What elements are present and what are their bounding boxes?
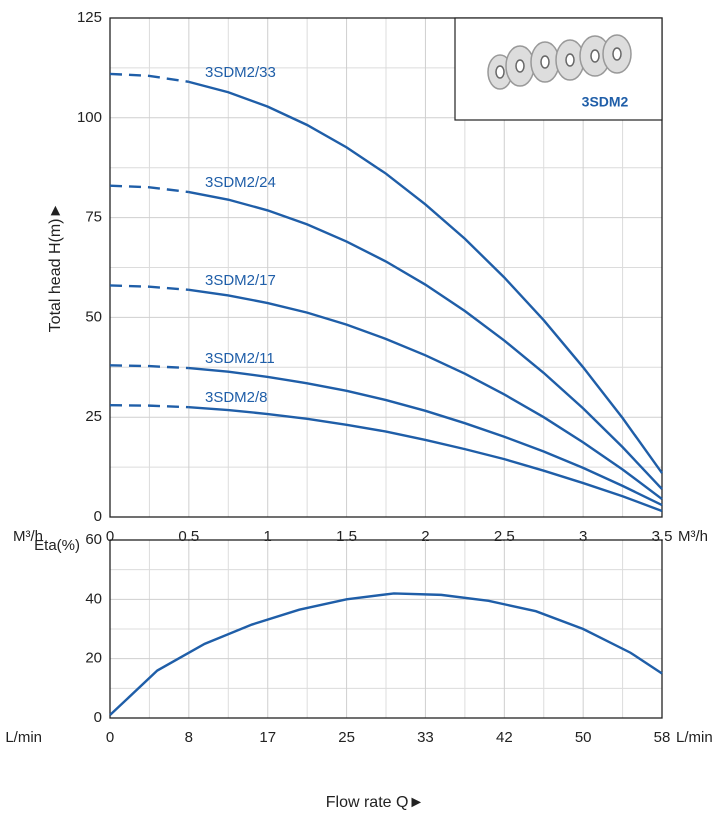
series-line [109, 364, 189, 370]
x-unit: M³/h [13, 528, 43, 545]
series-line [188, 190, 663, 490]
series-line [188, 406, 663, 513]
series-label: 3SDM2/8 [205, 389, 268, 406]
x-tick-label: 1.5 [336, 528, 357, 545]
x-tick-label: 3 [579, 528, 587, 545]
y-tick-label: 50 [85, 308, 102, 325]
x-tick-label: 58 [654, 729, 671, 746]
x-tick-label: 0 [106, 729, 114, 746]
plot-frame [109, 17, 663, 518]
x-tick-label: 25 [338, 729, 355, 746]
series-line [109, 592, 663, 716]
series-line [188, 366, 663, 507]
y-tick-label: 75 [85, 209, 102, 226]
y-tick-label: 20 [85, 650, 102, 667]
x-tick-label: 0 [106, 528, 114, 545]
x-unit: L/min [676, 729, 713, 746]
inset: 3SDM2 [454, 17, 663, 121]
y-tick-label: 25 [85, 408, 102, 425]
series-line [109, 184, 190, 194]
series-label: 3SDM2/17 [205, 272, 276, 289]
plot-frame [109, 539, 663, 719]
series-label: 3SDM2/11 [205, 350, 275, 367]
x-tick-label: 3.5 [652, 528, 673, 545]
x-tick-label: 8 [185, 729, 193, 746]
y-tick-label: 40 [85, 590, 102, 607]
series-line [188, 80, 663, 474]
series-line [188, 288, 663, 500]
x-tick-label: 42 [496, 729, 513, 746]
inset-label: 3SDM2 [582, 94, 629, 110]
x-tick-label: 0.5 [178, 528, 199, 545]
series-line [109, 72, 190, 84]
y-tick-label: 0 [94, 709, 102, 726]
x-tick-label: 17 [259, 729, 276, 746]
y-tick-label: 60 [85, 531, 102, 548]
series-line [109, 284, 189, 292]
plots: 0 0.5 1 1.5 2 2.5 3 3.5 0 25 50 75 100 125 M³/h M³/h Tot… [5, 9, 712, 811]
series-label: 3SDM2/24 [205, 174, 276, 191]
x-unit: L/min [5, 729, 42, 746]
series-label: 3SDM2/33 [205, 64, 276, 81]
series-line [109, 404, 189, 409]
y-tick-label: 100 [77, 109, 102, 126]
x-tick-label: 33 [417, 729, 434, 746]
x-tick-label: 2 [421, 528, 429, 545]
y-axis-label: Total head H(m)► [47, 203, 64, 333]
y-tick-label: 0 [94, 508, 102, 525]
x-tick-label: 2.5 [494, 528, 515, 545]
y-axis-label: Eta(%) [34, 537, 80, 554]
x-tick-label: 50 [575, 729, 592, 746]
y-tick-label: 125 [77, 9, 102, 26]
x-axis-label: Flow rate Q► [326, 794, 425, 811]
x-unit: M³/h [678, 528, 708, 545]
x-tick-label: 1 [264, 528, 272, 545]
